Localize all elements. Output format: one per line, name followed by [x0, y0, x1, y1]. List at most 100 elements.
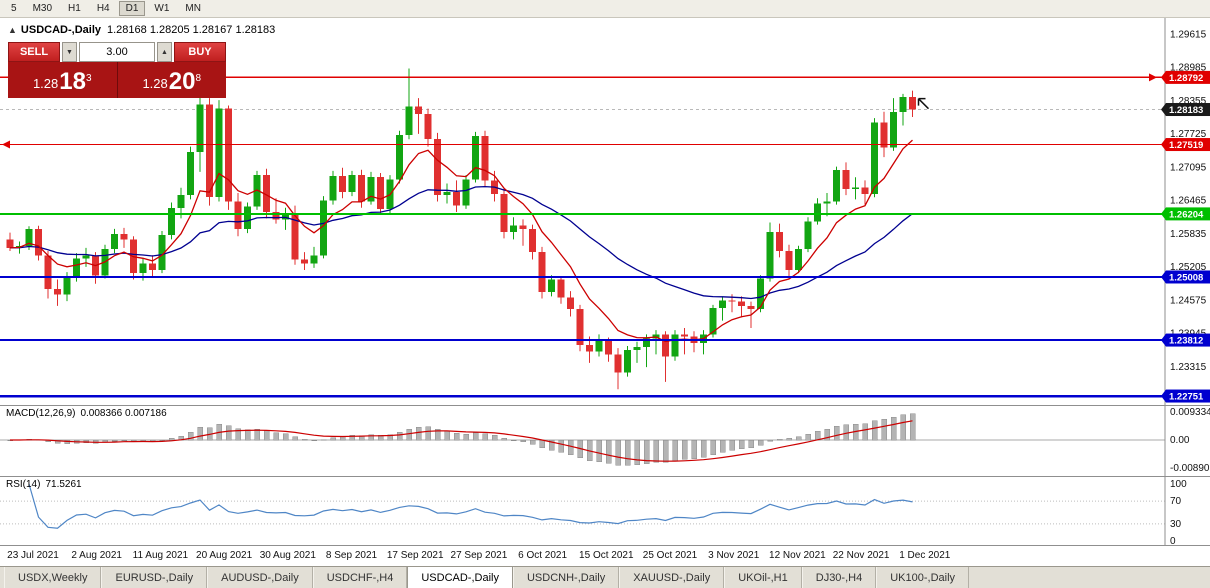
sell-price-prefix: 1.28	[32, 76, 59, 91]
buy-button[interactable]: BUY	[174, 42, 226, 62]
rsi-axis-label: 0	[1170, 536, 1176, 545]
chart-tab-eurusd-daily[interactable]: EURUSD-,Daily	[101, 567, 208, 588]
timeframe-button-mn[interactable]: MN	[185, 3, 201, 14]
candle-bearish	[880, 122, 888, 148]
candle-bearish	[424, 113, 432, 140]
price-tag	[1166, 103, 1210, 117]
timeframe-button-w1[interactable]: W1	[154, 3, 170, 14]
line-end-arrow-icon	[1149, 73, 1157, 82]
buy-price-prefix: 1.28	[142, 76, 168, 91]
price-tag-notch	[1161, 333, 1166, 347]
candle-bearish	[339, 176, 346, 192]
candle-bullish	[833, 169, 840, 202]
date-axis-label: 22 Nov 2021	[832, 550, 890, 561]
price-chart-canvas[interactable]: 1.29615 1.28985 1.28355 1.27725 1.27095 1.264…	[0, 18, 1210, 405]
macd-histogram-bar	[900, 414, 906, 441]
chart-tab-dj30-h4[interactable]: DJ30-,H4	[801, 567, 877, 588]
volume-decrement-button[interactable]: ▼	[62, 42, 77, 62]
chart-tab-ukoil-h1[interactable]: UKOil-,H1	[724, 567, 802, 588]
macd-histogram-bar	[748, 439, 754, 449]
macd-histogram-bar	[434, 429, 441, 441]
date-axis[interactable]: 23 Jul 2021 2 Aug 2021 11 Aug 2021 20 Aug 2…	[0, 545, 1210, 566]
chart-tab-usdcad-daily[interactable]: USDCAD-,Daily	[407, 567, 513, 588]
candle-bullish	[25, 228, 33, 246]
macd-histogram-bar	[767, 439, 773, 442]
date-axis-label: 2 Aug 2021	[71, 550, 122, 561]
price-tag-label: 1.23812	[1169, 336, 1203, 347]
price-tag	[1166, 270, 1210, 284]
price-tag-label: 1.22751	[1169, 392, 1204, 403]
price-axis-tick-label: 1.24575	[1170, 295, 1207, 306]
price-tag-notch	[1161, 389, 1166, 403]
candle-bullish	[633, 347, 641, 351]
price-tag-notch	[1161, 207, 1166, 221]
macd-histogram-bar	[415, 426, 422, 441]
timeframe-button-h4[interactable]: H4	[96, 3, 110, 14]
candle-bearish	[728, 300, 736, 302]
macd-histogram-bar	[738, 439, 745, 450]
macd-histogram-bar	[757, 439, 764, 446]
candle-bearish	[747, 305, 755, 310]
chart-tab-uk100-daily[interactable]: UK100-,Daily	[876, 567, 970, 588]
macd-histogram-bar	[482, 433, 488, 441]
candle-bearish	[120, 234, 128, 240]
chart-tab-audusd-daily[interactable]: AUDUSD-,Daily	[207, 567, 313, 588]
candle-bearish	[519, 225, 527, 229]
chart-tab-xauusd-daily[interactable]: XAUUSD-,Daily	[619, 567, 725, 588]
candle-bullish	[396, 134, 403, 180]
price-axis-tick-label: 1.25205	[1170, 262, 1207, 273]
macd-histogram-bar	[833, 426, 840, 441]
candle-bullish	[823, 201, 831, 204]
date-axis-label: 6 Oct 2021	[518, 550, 568, 561]
volume-increment-button[interactable]: ▲	[157, 42, 172, 62]
collapse-trade-panel-icon[interactable]: ▲	[8, 25, 17, 35]
buy-price-display[interactable]: 1.28 20 8	[117, 62, 226, 98]
macd-histogram-bar	[662, 439, 669, 463]
timeframe-button-d1[interactable]: D1	[118, 1, 146, 16]
chart-tab-usdcnh-daily[interactable]: USDCNH-,Daily	[512, 567, 620, 588]
timeframe-button-h1[interactable]: H1	[68, 3, 81, 14]
candle-bullish	[139, 263, 147, 274]
chart-tab-usdx-weekly[interactable]: USDX,Weekly	[4, 567, 102, 588]
date-axis-label: 11 Aug 2021	[132, 550, 189, 561]
candle-bearish	[614, 354, 622, 373]
sell-button[interactable]: SELL	[8, 42, 60, 62]
candle-bullish	[624, 350, 631, 373]
arrow-annotation[interactable]	[917, 97, 930, 110]
buy-price-big-digits: 20	[168, 68, 196, 95]
volume-input[interactable]: 3.00	[79, 42, 155, 62]
candle-bearish	[576, 309, 584, 345]
candle-bullish	[367, 177, 375, 202]
macd-histogram-bar	[225, 425, 232, 441]
price-axis-tick-label: 1.26465	[1170, 196, 1207, 207]
rsi-axis-label: 30	[1170, 519, 1182, 530]
macd-histogram-bar	[425, 426, 431, 441]
timeframe-button-m30[interactable]: M30	[32, 3, 53, 14]
candle-bearish	[662, 334, 669, 357]
date-axis-label: 25 Oct 2021	[642, 550, 698, 561]
candle-bearish	[538, 252, 546, 293]
candle-bearish	[6, 239, 14, 248]
macd-axis-label: 0.009334	[1170, 407, 1210, 418]
candle-bullish	[111, 234, 118, 249]
candle-bullish	[63, 276, 71, 295]
chart-title: ▲ USDCAD-,Daily 1.28168 1.28205 1.28167 1.…	[8, 24, 275, 36]
macd-histogram-bar	[871, 420, 878, 441]
candle-bullish	[168, 207, 175, 236]
sell-price-display[interactable]: 1.28 18 3	[8, 62, 117, 98]
macd-histogram-bar	[729, 439, 735, 451]
macd-histogram-bar	[235, 428, 241, 441]
macd-histogram-bar	[339, 436, 346, 441]
candle-bearish	[206, 104, 213, 198]
candle-bullish	[405, 106, 413, 135]
candle-bullish	[643, 338, 650, 348]
macd-histogram-bar	[672, 439, 678, 461]
chart-tab-usdchf-h4[interactable]: USDCHF-,H4	[312, 567, 408, 588]
timeframe-button-5[interactable]: 5	[11, 3, 17, 14]
candle-bullish	[310, 255, 318, 264]
candle-bearish	[776, 232, 783, 252]
candle-bearish	[234, 201, 242, 229]
rsi-indicator-pane[interactable]: 100 70 30 0	[0, 476, 1210, 545]
